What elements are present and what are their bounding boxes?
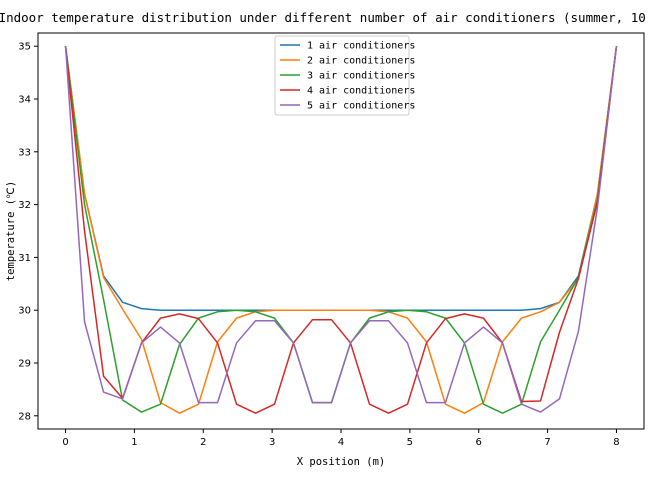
y-axis-ticks: 28 29 30 31 32 33 34 35 [18,42,38,422]
chart-title: Indoor temperature distribution under di… [0,10,648,25]
x-tick-label: 6 [476,437,482,448]
series-line-5 [64,46,618,413]
legend-label: 5 air conditioners [307,101,415,112]
x-axis-label: X position (m) [297,456,386,468]
x-axis-ticks: 0 1 2 3 4 5 6 7 8 [62,429,620,448]
x-tick-label: 2 [200,437,206,448]
x-tick-label: 5 [407,437,413,448]
legend-frame [274,35,410,116]
x-tick-label: 8 [613,437,619,448]
x-tick-label: 3 [269,437,275,448]
y-tick-label: 32 [18,200,31,211]
y-tick-label: 29 [18,359,31,370]
legend: 1 air conditioners 2 air conditioners 3 ai… [274,35,415,116]
y-tick-label: 34 [18,95,31,106]
x-tick-label: 7 [544,437,550,448]
legend-label: 2 air conditioners [307,56,415,67]
y-tick-label: 28 [18,411,31,422]
legend-label: 4 air conditioners [307,86,415,97]
y-tick-label: 30 [18,306,31,317]
y-axis-label: temperature (℃) [5,181,17,281]
x-tick-label: 0 [62,437,68,448]
y-tick-label: 31 [18,253,31,264]
legend-label: 1 air conditioners [307,41,415,52]
series-group [64,46,618,414]
series-line-4 [64,46,618,414]
y-tick-label: 35 [18,42,31,53]
series-line-2 [64,46,618,414]
x-tick-label: 4 [338,437,344,448]
y-tick-label: 33 [18,147,31,158]
legend-label: 3 air conditioners [307,71,415,82]
x-tick-label: 1 [131,437,137,448]
